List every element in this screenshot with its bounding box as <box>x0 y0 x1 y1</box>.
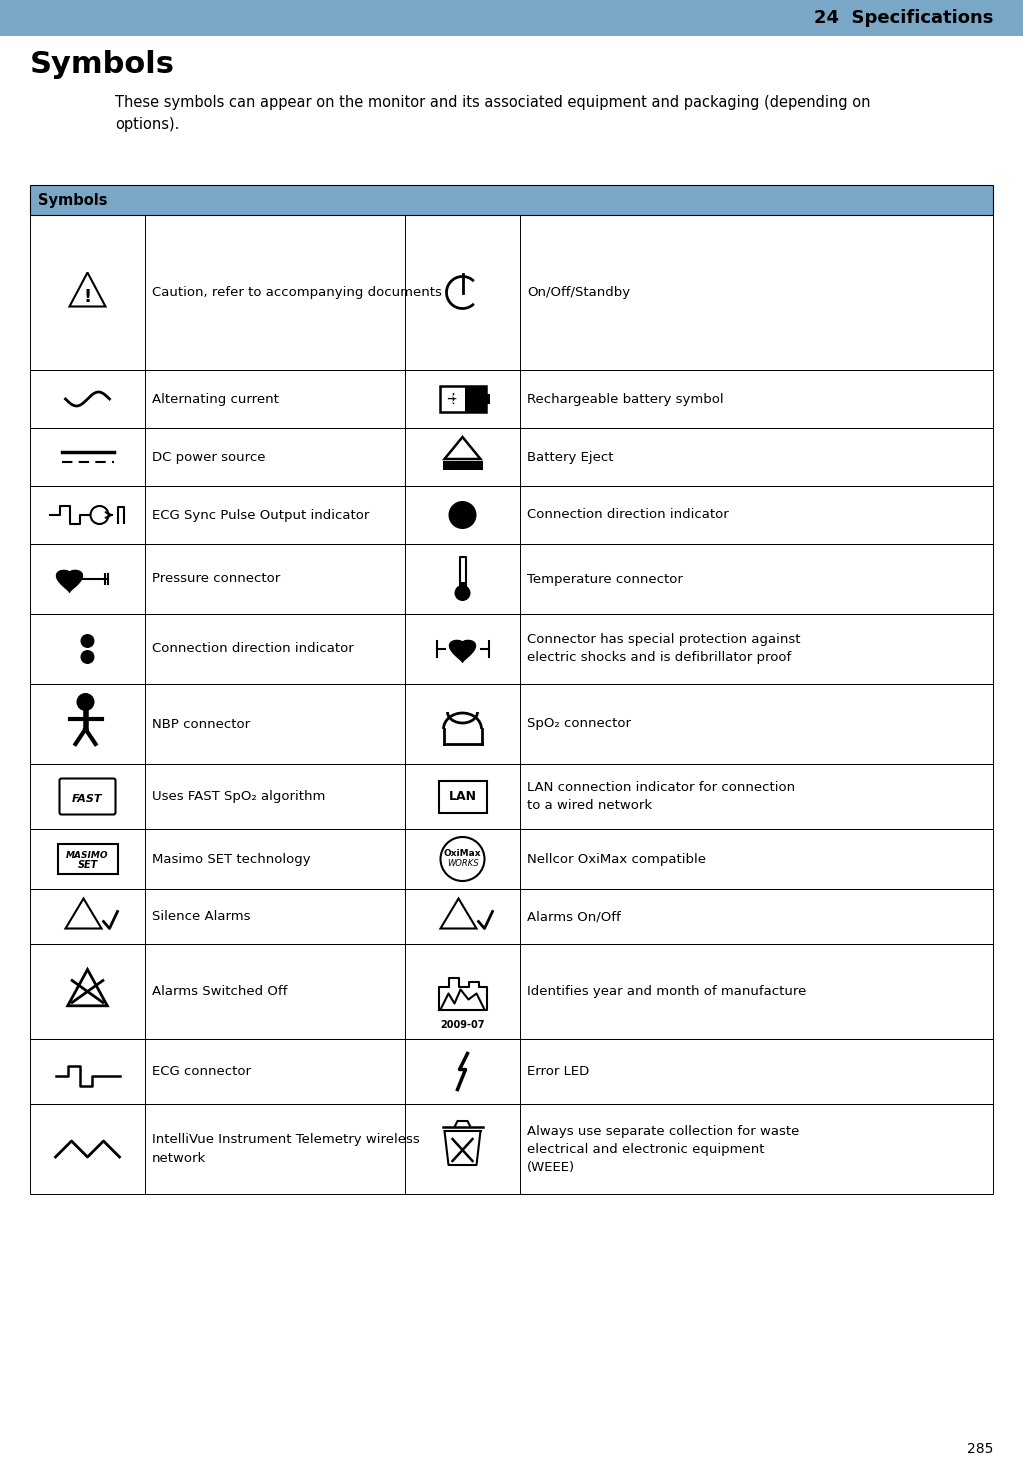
Text: These symbols can appear on the monitor and its associated equipment and packagi: These symbols can appear on the monitor … <box>115 94 871 131</box>
Text: Symbols: Symbols <box>38 192 107 208</box>
Text: SET: SET <box>78 861 97 869</box>
Text: 2009-07: 2009-07 <box>440 1020 485 1029</box>
Text: 24  Specifications: 24 Specifications <box>813 9 993 27</box>
Text: Connector has special protection against
electric shocks and is defibrillator pr: Connector has special protection against… <box>527 633 801 664</box>
Bar <box>443 461 483 469</box>
Text: LAN: LAN <box>448 790 477 803</box>
Bar <box>0 0 1023 35</box>
Circle shape <box>77 694 94 711</box>
Bar <box>30 1039 993 1104</box>
Bar <box>440 387 486 412</box>
Bar <box>30 765 993 830</box>
Text: SpO₂ connector: SpO₂ connector <box>527 717 631 731</box>
Bar <box>459 556 465 589</box>
Bar <box>30 215 993 370</box>
Text: Uses FAST SpO₂ algorithm: Uses FAST SpO₂ algorithm <box>152 790 325 803</box>
Bar <box>30 428 993 486</box>
Text: Connection direction indicator: Connection direction indicator <box>152 642 354 655</box>
Text: WORKS: WORKS <box>447 859 479 868</box>
Polygon shape <box>449 641 476 663</box>
Text: On/Off/Standby: On/Off/Standby <box>527 286 630 300</box>
Text: ECG Sync Pulse Output indicator: ECG Sync Pulse Output indicator <box>152 509 369 521</box>
Bar <box>30 370 993 428</box>
Bar <box>486 394 489 404</box>
Text: Nellcor OxiMax compatible: Nellcor OxiMax compatible <box>527 853 706 865</box>
Bar <box>57 844 118 874</box>
Text: Alarms Switched Off: Alarms Switched Off <box>152 984 287 998</box>
Text: OxiMax: OxiMax <box>444 850 481 859</box>
Text: NBP connector: NBP connector <box>152 717 251 731</box>
Text: Temperature connector: Temperature connector <box>527 573 683 586</box>
Text: IntelliVue Instrument Telemetry wireless
network: IntelliVue Instrument Telemetry wireless… <box>152 1134 419 1165</box>
Text: +: + <box>445 390 460 407</box>
Text: Error LED: Error LED <box>527 1066 589 1077</box>
Text: DC power source: DC power source <box>152 450 266 463</box>
Bar <box>30 486 993 545</box>
Text: LAN connection indicator for connection
to a wired network: LAN connection indicator for connection … <box>527 781 795 812</box>
Bar <box>30 184 993 215</box>
Text: Symbols: Symbols <box>30 50 175 80</box>
Circle shape <box>81 649 94 664</box>
Bar <box>30 683 993 765</box>
Circle shape <box>448 500 477 528</box>
Text: Identifies year and month of manufacture: Identifies year and month of manufacture <box>527 984 806 998</box>
Circle shape <box>454 584 471 601</box>
Bar <box>30 889 993 945</box>
Bar <box>30 614 993 683</box>
Text: Masimo SET technology: Masimo SET technology <box>152 853 311 865</box>
Text: Caution, refer to accompanying documents: Caution, refer to accompanying documents <box>152 286 442 300</box>
Bar <box>460 582 464 589</box>
Bar <box>439 781 487 812</box>
Bar <box>30 545 993 614</box>
Text: Alarms On/Off: Alarms On/Off <box>527 911 621 922</box>
Bar <box>464 387 486 412</box>
Bar <box>30 1104 993 1194</box>
Text: Rechargeable battery symbol: Rechargeable battery symbol <box>527 393 723 406</box>
Polygon shape <box>56 570 83 592</box>
Bar <box>30 945 993 1039</box>
Text: Silence Alarms: Silence Alarms <box>152 911 251 922</box>
Text: MASIMO: MASIMO <box>66 850 108 859</box>
Circle shape <box>81 635 94 648</box>
Text: 285: 285 <box>967 1442 993 1455</box>
Text: ECG connector: ECG connector <box>152 1066 251 1077</box>
Text: !: ! <box>84 288 92 306</box>
Text: FAST: FAST <box>73 794 102 803</box>
Bar <box>30 830 993 889</box>
Text: Pressure connector: Pressure connector <box>152 573 280 586</box>
Text: Alternating current: Alternating current <box>152 393 279 406</box>
Text: Always use separate collection for waste
electrical and electronic equipment
(WE: Always use separate collection for waste… <box>527 1125 799 1173</box>
Text: Battery Eject: Battery Eject <box>527 450 614 463</box>
Text: Connection direction indicator: Connection direction indicator <box>527 509 728 521</box>
